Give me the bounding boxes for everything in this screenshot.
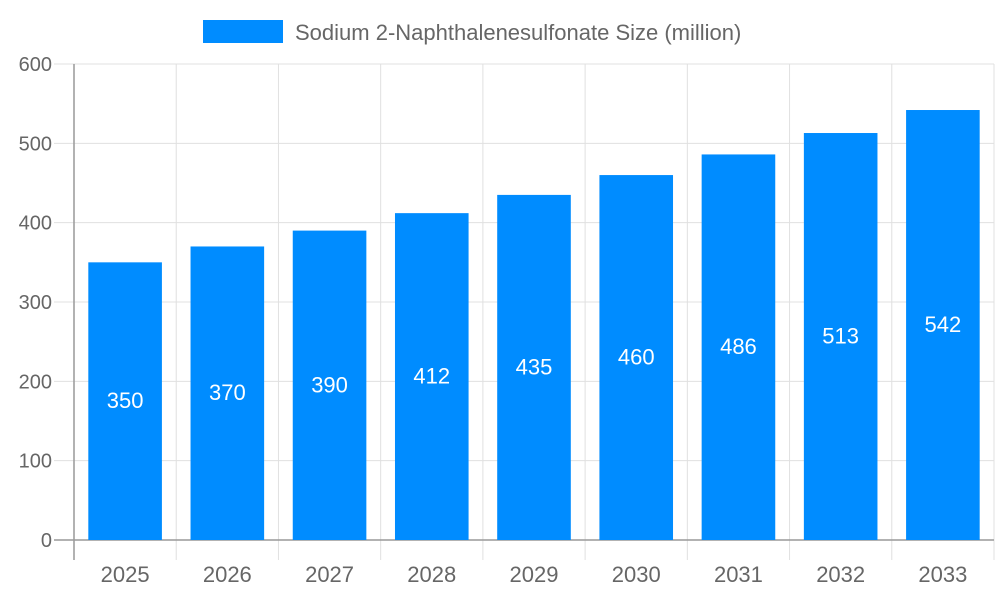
bar-2026 bbox=[190, 246, 265, 540]
y-tick-label: 0 bbox=[41, 530, 52, 552]
legend-label: Sodium 2-Naphthalenesulfonate Size (mill… bbox=[295, 20, 741, 45]
bar-2031 bbox=[701, 154, 776, 540]
data-label: 542 bbox=[925, 312, 962, 337]
bar-2030 bbox=[599, 175, 674, 541]
bar-2028 bbox=[394, 213, 469, 540]
y-tick-label: 300 bbox=[19, 292, 52, 314]
y-tick-label: 400 bbox=[19, 213, 52, 235]
data-label: 486 bbox=[720, 334, 757, 359]
data-label: 350 bbox=[107, 388, 144, 413]
bar-2027 bbox=[292, 230, 367, 540]
x-tick-label: 2031 bbox=[714, 562, 763, 587]
data-label: 513 bbox=[822, 324, 859, 349]
y-tick-label: 200 bbox=[19, 371, 52, 393]
x-tick-label: 2029 bbox=[510, 562, 559, 587]
data-label: 412 bbox=[413, 364, 450, 389]
data-label: 460 bbox=[618, 345, 655, 370]
x-tick-label: 2026 bbox=[203, 562, 252, 587]
x-tick-label: 2028 bbox=[407, 562, 456, 587]
x-tick-label: 2025 bbox=[101, 562, 150, 587]
x-tick-label: 2030 bbox=[612, 562, 661, 587]
bar-2033 bbox=[906, 110, 980, 540]
data-label: 370 bbox=[209, 380, 246, 405]
legend-swatch bbox=[203, 20, 283, 43]
y-tick-label: 600 bbox=[19, 54, 52, 76]
bar-2032 bbox=[803, 133, 878, 540]
data-label: 390 bbox=[311, 372, 348, 397]
bar-2025 bbox=[88, 262, 162, 540]
bar-2029 bbox=[497, 194, 571, 540]
x-tick-label: 2033 bbox=[918, 562, 967, 587]
y-tick-label: 100 bbox=[19, 451, 52, 473]
x-tick-label: 2027 bbox=[305, 562, 354, 587]
x-tick-label: 2032 bbox=[816, 562, 865, 587]
data-label: 435 bbox=[516, 354, 553, 379]
y-tick-label: 500 bbox=[19, 133, 52, 155]
